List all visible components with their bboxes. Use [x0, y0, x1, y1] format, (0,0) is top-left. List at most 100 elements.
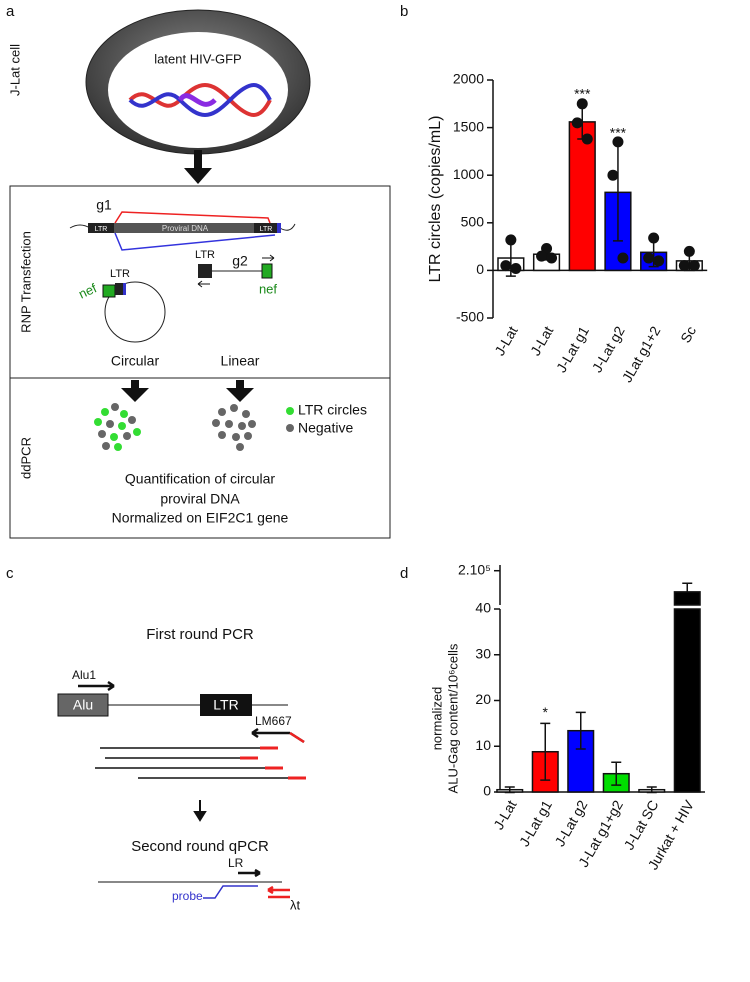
x-tick-label: J-Lat	[491, 323, 520, 358]
g2-label: g2	[232, 253, 248, 269]
y-tick-label: 500	[461, 214, 485, 230]
bar	[673, 608, 701, 793]
data-point	[678, 260, 690, 272]
error-bar	[540, 722, 551, 781]
provirus	[177, 93, 217, 107]
dna-end	[69, 224, 91, 229]
nef-label: nef	[76, 280, 99, 301]
dna	[128, 83, 272, 117]
x-tick-label: J-Lat g2	[589, 323, 628, 375]
site	[123, 283, 126, 295]
nef-label: nef	[259, 281, 277, 296]
ltr-box	[200, 694, 252, 716]
dna	[128, 83, 272, 117]
ltr-label: LTR	[213, 697, 238, 713]
box	[9, 185, 391, 539]
legend-label: LTR circles	[298, 402, 367, 418]
x-tick-label: Sc	[677, 323, 699, 345]
x-tick-label: J-Lat	[527, 323, 556, 358]
data-point	[607, 169, 619, 181]
ltr-box	[88, 223, 114, 233]
x-tick-label: J-Lat g2	[551, 797, 590, 849]
nef-box	[102, 284, 116, 298]
alu-label: Alu	[73, 697, 93, 713]
products	[95, 746, 306, 780]
ltr-label: LTR	[260, 226, 273, 233]
panel-label: b	[400, 3, 408, 20]
data-point	[683, 245, 695, 257]
error-bar	[611, 761, 622, 786]
y-axis-label: normalized	[429, 687, 444, 751]
nucleus-label: latent HIV-GFP	[154, 51, 241, 66]
x-tick-label: J-Lat	[490, 797, 519, 832]
error-bar	[504, 786, 515, 794]
primer-label: LR	[228, 856, 244, 870]
caption: Quantification of circular	[125, 471, 276, 487]
data-point	[612, 136, 624, 148]
ltr-box	[254, 223, 280, 233]
significance: ***	[610, 124, 627, 140]
primer-tag	[289, 731, 305, 744]
data-point	[648, 232, 660, 244]
step-label: First round PCR	[146, 626, 254, 643]
y-tick-label: 40	[475, 600, 491, 616]
circle-dna	[104, 281, 166, 343]
primers	[197, 254, 275, 288]
data-point	[510, 262, 522, 274]
linear-label: Linear	[221, 353, 260, 369]
y-tick-label: 20	[475, 691, 491, 707]
panel-label: c	[6, 565, 14, 582]
y-tick-label: 0	[476, 261, 484, 277]
site	[277, 223, 281, 233]
dna-end	[279, 223, 296, 231]
arrow	[184, 150, 212, 184]
g1-cut	[114, 211, 271, 224]
primer	[238, 868, 261, 878]
step-label: RNP Transfection	[18, 231, 33, 333]
y-tick-label: 10	[475, 737, 491, 753]
g2-cut	[114, 232, 276, 251]
nef-box	[261, 263, 273, 279]
y-tick-label: 1500	[453, 118, 484, 134]
circular-label: Circular	[111, 353, 160, 369]
ltr-box	[115, 283, 123, 295]
primer	[267, 885, 290, 899]
error-bar	[682, 582, 693, 592]
bar	[673, 591, 701, 606]
primer-label: LM667	[255, 714, 292, 728]
nucleus	[108, 32, 288, 148]
ltr-label: LTR	[110, 268, 130, 280]
significance: *	[543, 704, 549, 720]
significance: ***	[574, 85, 591, 101]
step-label: Second round qPCR	[131, 838, 269, 855]
data-point	[581, 133, 593, 145]
data-point	[576, 98, 588, 110]
probe	[203, 885, 258, 899]
x-tick-label: J-Lat g1	[553, 323, 592, 375]
arrow	[226, 380, 254, 402]
y-tick-label: -500	[456, 309, 484, 325]
y-tick-label: 1000	[453, 166, 484, 182]
data-point	[688, 260, 700, 272]
arrow	[193, 800, 207, 822]
diagram-a: J-Lat cell latent HIV-GFP RNP Transfecti…	[7, 9, 391, 539]
panel-label: a	[6, 3, 15, 20]
y-tick-label: 0	[483, 783, 491, 799]
panel-label: d	[400, 565, 408, 582]
data-point	[617, 252, 629, 264]
y-axis-label: ALU-Gag content/10⁶cells	[445, 643, 460, 793]
data-point	[505, 234, 517, 246]
cell-label: J-Lat cell	[7, 44, 22, 96]
provirus-label: Proviral DNA	[162, 224, 209, 233]
arrow	[121, 380, 149, 402]
primer	[251, 727, 305, 744]
y-axis-label: LTR circles (copies/mL)	[427, 116, 444, 283]
g1-label: g1	[96, 197, 112, 213]
ltr-box	[198, 264, 212, 278]
data-point	[546, 252, 558, 264]
ltr-label: LTR	[195, 249, 215, 261]
error-bar	[646, 786, 657, 794]
x-tick-label: J-Lat g1	[516, 797, 555, 849]
legend-label: Negative	[298, 420, 353, 436]
